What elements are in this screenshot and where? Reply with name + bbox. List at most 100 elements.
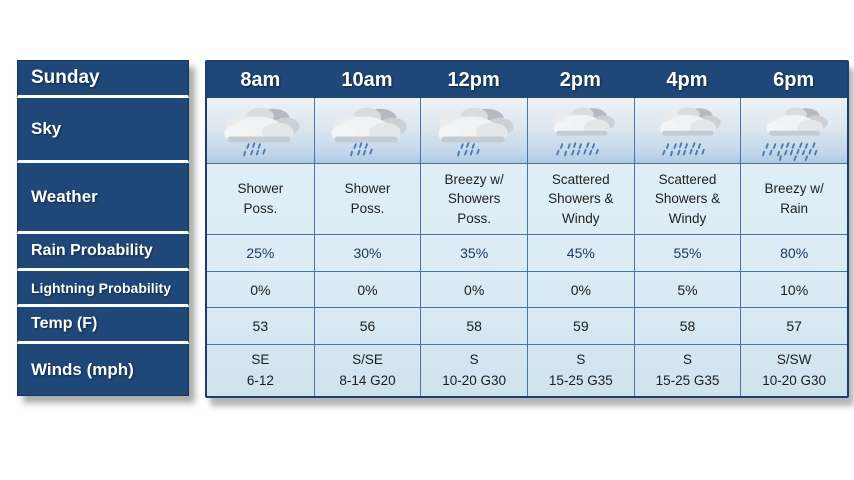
lightning-probability-value: 0% <box>357 281 378 298</box>
temp-row: 53 56 58 59 58 57 <box>207 307 847 344</box>
lightning-probability-value: 0% <box>570 281 591 298</box>
day-header: Sunday <box>17 60 189 98</box>
lightning-probability-cell: 0% <box>420 272 527 307</box>
cloud-rain-heavy-icon <box>762 106 828 161</box>
time-header-8am: 8am <box>240 68 281 91</box>
temp-cell: 56 <box>313 308 421 344</box>
time-header-2pm: 2pm <box>559 68 601 91</box>
sky-cell <box>633 98 741 163</box>
time-header-row: 8am 10am 12pm 2pm 4pm 6pm <box>207 62 847 98</box>
winds-row: SE 6-12 S/SE 8-14 G20 S 10-20 G30 S 15-2… <box>207 344 847 396</box>
sky-cell <box>207 98 314 163</box>
forecast-table-body: Shower Poss. Shower Poss. Breezy w/ Show… <box>207 98 847 396</box>
wind-direction: S <box>682 351 692 367</box>
temp-label: Temp (F) <box>31 315 98 332</box>
cloud-showers-icon <box>660 106 722 156</box>
winds-cell: SE 6-12 <box>207 345 314 396</box>
winds-cell: S/SE 8-14 G20 <box>313 345 421 396</box>
rain-probability-value: 25% <box>246 245 275 261</box>
rain-probability-value: 45% <box>566 245 595 261</box>
weather-cell: Breezy w/ Rain <box>740 164 847 234</box>
weather-text: Breezy w/ Rain <box>764 181 824 216</box>
wind-speed: 15-25 G35 <box>548 372 613 388</box>
winds-cell: S/SW 10-20 G30 <box>740 345 847 396</box>
winds-label: Winds (mph) <box>31 359 134 379</box>
temp-value: 58 <box>466 318 482 334</box>
weather-cell: Breezy w/ Showers Poss. <box>420 164 527 234</box>
cloud-rain-light-icon <box>438 107 514 156</box>
weather-label: Weather <box>31 187 98 206</box>
lightning-probability-value: 5% <box>677 281 698 298</box>
wind-speed: 10-20 G30 <box>762 372 827 388</box>
lightning-probability-cell: 0% <box>313 272 421 307</box>
row-label-sidebar: Sunday Sky Weather Rain Probability Ligh… <box>17 60 189 396</box>
rain-probability-cell: 35% <box>420 235 527 271</box>
winds-cell: S 15-25 G35 <box>633 345 741 396</box>
temp-cell: 57 <box>740 308 847 344</box>
day-label: Sunday <box>31 67 100 88</box>
row-label-sky: Sky <box>17 98 189 163</box>
row-label-temp: Temp (F) <box>17 307 189 344</box>
wind-direction: S <box>576 351 586 367</box>
cloud-showers-icon <box>553 106 615 156</box>
wind-speed: 15-25 G35 <box>655 372 720 388</box>
rain-probability-value: 80% <box>780 245 809 261</box>
weather-cell: Shower Poss. <box>313 164 421 234</box>
rain-probability-cell: 80% <box>740 235 847 271</box>
temp-cell: 53 <box>207 308 314 344</box>
sky-cell <box>740 98 847 163</box>
wind-direction: S/SW <box>776 351 812 367</box>
weather-cell: Scattered Showers & Windy <box>633 164 741 234</box>
rain-probability-value: 35% <box>460 245 489 261</box>
row-label-rain-probability: Rain Probability <box>17 234 189 271</box>
row-label-weather: Weather <box>17 163 189 234</box>
temp-value: 59 <box>573 318 589 334</box>
winds-cell: S 10-20 G30 <box>420 345 527 396</box>
weather-text: Scattered Showers & Windy <box>654 171 721 226</box>
cloud-rain-light-icon <box>224 107 300 156</box>
temp-value: 56 <box>359 318 376 334</box>
sky-cell <box>420 98 527 163</box>
weather-text: Scattered Showers & Windy <box>548 171 614 226</box>
weather-cell: Shower Poss. <box>207 164 314 234</box>
temp-value: 53 <box>252 318 269 334</box>
weather-row: Shower Poss. Shower Poss. Breezy w/ Show… <box>207 163 847 234</box>
rain-probability-value: 55% <box>673 245 702 261</box>
rain-probability-row: 25% 30% 35% 45% 55% 80% <box>207 234 847 271</box>
weather-text: Shower Poss. <box>344 181 391 216</box>
sky-row <box>207 98 847 163</box>
lightning-probability-value: 10% <box>780 281 809 298</box>
weather-text: Shower Poss. <box>237 181 284 216</box>
lightning-probability-cell: 10% <box>740 272 847 307</box>
row-label-lightning-probability: Lightning Probability <box>17 271 189 307</box>
sky-label: Sky <box>31 119 62 138</box>
lightning-probability-cell: 0% <box>207 272 314 307</box>
rain-probability-cell: 55% <box>633 235 741 271</box>
time-header-10am: 10am <box>341 68 393 91</box>
time-header-4pm: 4pm <box>666 68 708 91</box>
lightning-probability-cell: 0% <box>526 272 634 307</box>
wind-direction: SE <box>251 351 270 367</box>
cloud-rain-light-icon <box>331 107 408 156</box>
row-label-winds: Winds (mph) <box>17 344 189 396</box>
rain-probability-cell: 30% <box>313 235 421 271</box>
lightning-probability-cell: 5% <box>633 272 741 307</box>
temp-cell: 59 <box>526 308 634 344</box>
temp-cell: 58 <box>420 308 527 344</box>
forecast-table: 8am 10am 12pm 2pm 4pm 6pm <box>205 60 849 398</box>
rain-probability-cell: 45% <box>526 235 634 271</box>
wind-direction: S/SE <box>352 351 383 367</box>
time-header-12pm: 12pm <box>447 68 500 91</box>
wind-speed: 10-20 G30 <box>442 372 507 388</box>
rain-probability-label: Rain Probability <box>31 242 153 259</box>
sky-cell <box>313 98 421 163</box>
winds-cell: S 15-25 G35 <box>526 345 634 396</box>
weather-cell: Scattered Showers & Windy <box>526 164 634 234</box>
lightning-probability-value: 0% <box>464 281 485 298</box>
temp-value: 58 <box>679 318 696 334</box>
wind-direction: S <box>469 351 479 367</box>
wind-speed: 6-12 <box>246 372 274 388</box>
lightning-probability-label: Lightning Probability <box>31 279 171 296</box>
temp-cell: 58 <box>633 308 741 344</box>
